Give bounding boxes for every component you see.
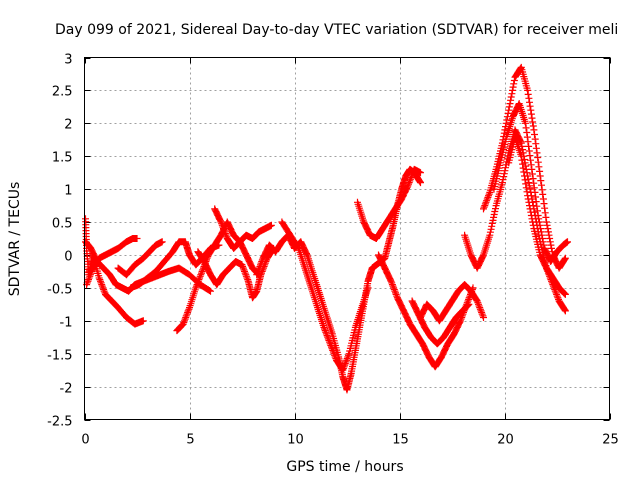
y-tick-label: -1.5 xyxy=(47,349,72,364)
series-sat-r xyxy=(505,133,569,298)
y-tick-label: 1.5 xyxy=(52,151,73,166)
series-sat-c xyxy=(83,235,141,289)
series-sat-k xyxy=(354,165,424,242)
axis-ticks xyxy=(84,57,611,421)
y-tick-label: 1 xyxy=(64,184,72,199)
y-tick-labels: -2.5 -2 -1.5 -1 -0.5 0 0.5 1 1.5 2 2.5 3 xyxy=(47,53,72,430)
series-markers xyxy=(480,63,569,272)
series-markers xyxy=(278,218,372,374)
series-sat-j xyxy=(278,218,372,374)
x-tick-label: 20 xyxy=(497,433,514,448)
series-markers xyxy=(253,165,424,394)
series-sat-g xyxy=(194,244,277,302)
series-markers xyxy=(194,244,277,302)
x-axis-label: GPS time / hours xyxy=(286,459,403,475)
y-tick-label: 2.5 xyxy=(52,85,73,100)
y-axis-label: SDTVAR / TECUs xyxy=(7,182,23,297)
series-sat-n xyxy=(417,281,487,325)
x-tick-label: 25 xyxy=(602,433,619,448)
series-markers xyxy=(83,235,141,289)
y-tick-label: 0 xyxy=(64,250,72,265)
grid-lines xyxy=(84,57,610,420)
x-tick-label: 15 xyxy=(392,433,409,448)
series-markers xyxy=(461,126,569,315)
y-tick-label: -2.5 xyxy=(47,415,72,430)
y-tick-label: 3 xyxy=(64,53,72,68)
series-sat-i xyxy=(253,165,424,394)
x-tick-labels: 0 5 10 15 20 25 xyxy=(81,433,618,448)
series-sat-e xyxy=(127,238,223,292)
x-tick-label: 0 xyxy=(81,433,89,448)
data-series xyxy=(82,63,571,394)
plot-frame xyxy=(84,57,610,420)
y-tick-label: -1 xyxy=(60,316,73,331)
series-markers xyxy=(354,165,424,242)
y-tick-label: 2 xyxy=(64,118,72,133)
series-sat-p xyxy=(480,63,569,272)
x-tick-label: 10 xyxy=(287,433,304,448)
series-sat-q xyxy=(490,100,571,265)
series-sat-h xyxy=(211,205,275,252)
series-sat-o xyxy=(461,126,569,315)
chart-title: Day 099 of 2021, Sidereal Day-to-day VTE… xyxy=(55,22,618,38)
x-tick-label: 5 xyxy=(186,433,194,448)
y-tick-label: -0.5 xyxy=(47,283,72,298)
series-markers xyxy=(114,238,166,279)
series-markers xyxy=(417,281,487,325)
series-markers xyxy=(505,133,569,298)
series-markers xyxy=(127,238,223,292)
series-markers xyxy=(211,205,275,252)
series-sat-d xyxy=(114,238,166,279)
y-tick-label: 0.5 xyxy=(52,217,73,232)
y-tick-label: -2 xyxy=(60,382,73,397)
series-markers xyxy=(490,100,571,265)
